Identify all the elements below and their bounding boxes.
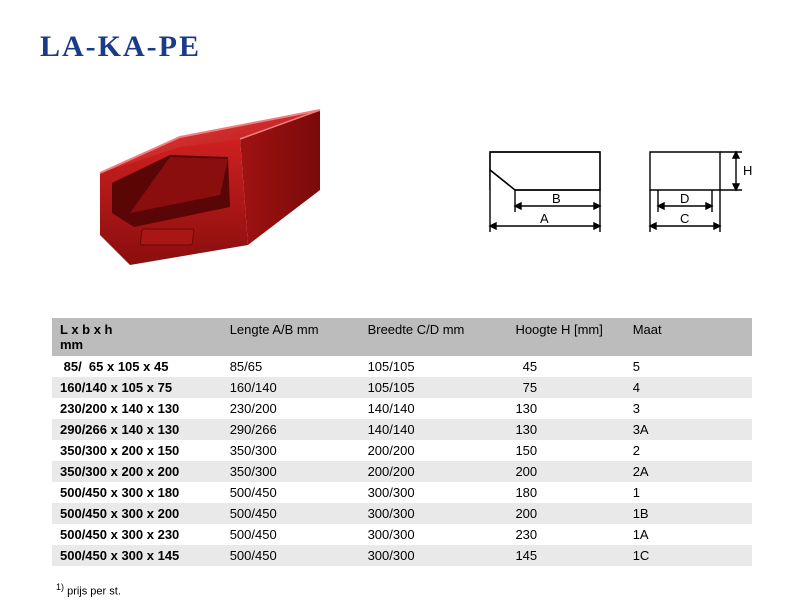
cell-breedte: 300/300 bbox=[360, 482, 498, 503]
table-row: 160/140 x 105 x 75160/140105/105 754 bbox=[52, 377, 752, 398]
cell-lengte: 500/450 bbox=[222, 524, 360, 545]
cell-lxbxh: 350/300 x 200 x 200 bbox=[52, 461, 222, 482]
table-row: 350/300 x 200 x 200350/300200/2002002A bbox=[52, 461, 752, 482]
cell-maat: 1 bbox=[625, 482, 752, 503]
cell-breedte: 140/140 bbox=[360, 398, 498, 419]
cell-breedte: 105/105 bbox=[360, 377, 498, 398]
cell-lxbxh: 230/200 x 140 x 130 bbox=[52, 398, 222, 419]
col-header-breedte: Breedte C/D mm bbox=[360, 318, 498, 356]
col-header-maat: Maat bbox=[625, 318, 752, 356]
cell-lxbxh: 500/450 x 300 x 200 bbox=[52, 503, 222, 524]
cell-lxbxh: 350/300 x 200 x 150 bbox=[52, 440, 222, 461]
cell-maat: 1A bbox=[625, 524, 752, 545]
cell-maat: 1C bbox=[625, 545, 752, 566]
cell-lengte: 160/140 bbox=[222, 377, 360, 398]
cell-hoogte: 150 bbox=[497, 440, 624, 461]
svg-text:B: B bbox=[552, 191, 561, 206]
dimension-diagram: B A H D bbox=[480, 140, 760, 270]
cell-lxbxh: 500/450 x 300 x 145 bbox=[52, 545, 222, 566]
table-row: 350/300 x 200 x 150350/300200/2001502 bbox=[52, 440, 752, 461]
table-row: 230/200 x 140 x 130230/200140/1401303 bbox=[52, 398, 752, 419]
svg-text:A: A bbox=[540, 211, 549, 226]
cell-breedte: 140/140 bbox=[360, 419, 498, 440]
cell-lengte: 500/450 bbox=[222, 482, 360, 503]
specification-table: L x b x h mm Lengte A/B mm Breedte C/D m… bbox=[52, 318, 752, 566]
cell-breedte: 105/105 bbox=[360, 356, 498, 377]
cell-lengte: 350/300 bbox=[222, 461, 360, 482]
cell-hoogte: 200 bbox=[497, 503, 624, 524]
cell-lengte: 500/450 bbox=[222, 545, 360, 566]
product-image bbox=[70, 95, 330, 275]
cell-maat: 3 bbox=[625, 398, 752, 419]
brand-logo: LA-KA-PE bbox=[40, 30, 201, 64]
footnote: 1) prijs per st. bbox=[56, 582, 121, 598]
cell-breedte: 200/200 bbox=[360, 440, 498, 461]
table-row: 500/450 x 300 x 145500/450300/3001451C bbox=[52, 545, 752, 566]
svg-text:H: H bbox=[743, 163, 752, 178]
cell-lengte: 350/300 bbox=[222, 440, 360, 461]
cell-maat: 3A bbox=[625, 419, 752, 440]
cell-breedte: 200/200 bbox=[360, 461, 498, 482]
col-header-hoogte: Hoogte H [mm] bbox=[497, 318, 624, 356]
cell-hoogte: 230 bbox=[497, 524, 624, 545]
cell-hoogte: 200 bbox=[497, 461, 624, 482]
cell-lxbxh: 290/266 x 140 x 130 bbox=[52, 419, 222, 440]
col-header-lengte: Lengte A/B mm bbox=[222, 318, 360, 356]
table-row: 290/266 x 140 x 130290/266140/1401303A bbox=[52, 419, 752, 440]
cell-lxbxh: 85/ 65 x 105 x 45 bbox=[52, 356, 222, 377]
cell-lengte: 230/200 bbox=[222, 398, 360, 419]
cell-breedte: 300/300 bbox=[360, 503, 498, 524]
svg-text:C: C bbox=[680, 211, 689, 226]
cell-hoogte: 75 bbox=[497, 377, 624, 398]
cell-breedte: 300/300 bbox=[360, 545, 498, 566]
cell-maat: 2A bbox=[625, 461, 752, 482]
cell-lengte: 85/65 bbox=[222, 356, 360, 377]
table-row: 85/ 65 x 105 x 4585/65105/105 455 bbox=[52, 356, 752, 377]
cell-hoogte: 130 bbox=[497, 419, 624, 440]
cell-lxbxh: 500/450 x 300 x 230 bbox=[52, 524, 222, 545]
cell-maat: 4 bbox=[625, 377, 752, 398]
cell-lengte: 500/450 bbox=[222, 503, 360, 524]
cell-breedte: 300/300 bbox=[360, 524, 498, 545]
cell-hoogte: 130 bbox=[497, 398, 624, 419]
cell-lxbxh: 500/450 x 300 x 180 bbox=[52, 482, 222, 503]
cell-lengte: 290/266 bbox=[222, 419, 360, 440]
cell-maat: 2 bbox=[625, 440, 752, 461]
table-row: 500/450 x 300 x 200500/450300/3002001B bbox=[52, 503, 752, 524]
cell-maat: 5 bbox=[625, 356, 752, 377]
cell-maat: 1B bbox=[625, 503, 752, 524]
table-header-row: L x b x h mm Lengte A/B mm Breedte C/D m… bbox=[52, 318, 752, 356]
table-row: 500/450 x 300 x 180500/450300/3001801 bbox=[52, 482, 752, 503]
cell-hoogte: 145 bbox=[497, 545, 624, 566]
cell-hoogte: 180 bbox=[497, 482, 624, 503]
cell-lxbxh: 160/140 x 105 x 75 bbox=[52, 377, 222, 398]
col-header-lxbxh: L x b x h mm bbox=[52, 318, 222, 356]
svg-text:D: D bbox=[680, 191, 689, 206]
table-row: 500/450 x 300 x 230500/450300/3002301A bbox=[52, 524, 752, 545]
cell-hoogte: 45 bbox=[497, 356, 624, 377]
